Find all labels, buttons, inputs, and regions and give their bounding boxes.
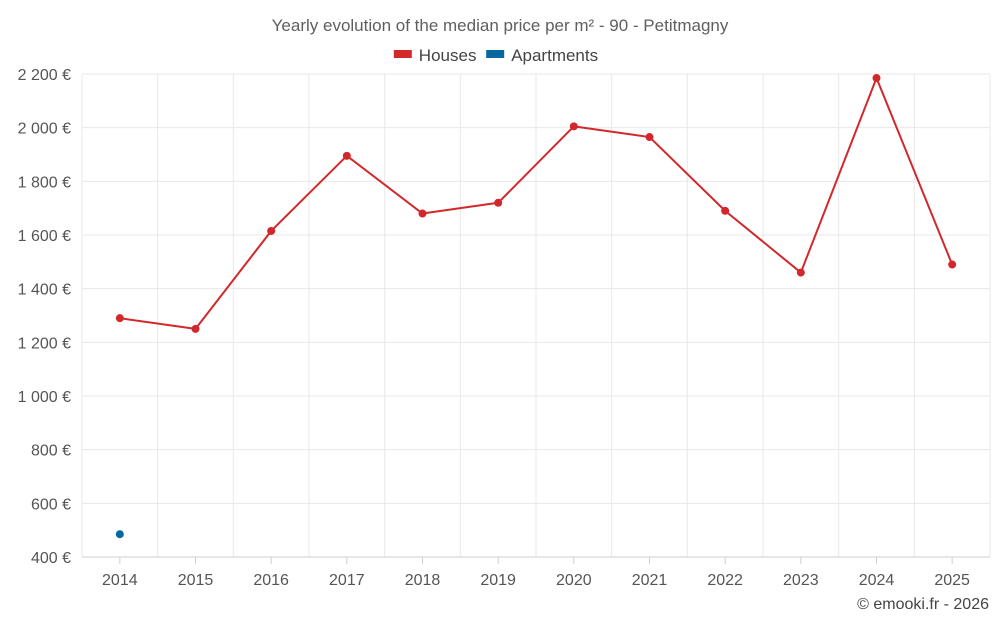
data-point[interactable] — [115, 530, 124, 539]
data-point[interactable] — [494, 198, 503, 207]
series — [115, 74, 957, 539]
data-point[interactable] — [796, 268, 805, 277]
y-tick-label: 800 € — [31, 443, 71, 460]
legend-label: Houses — [419, 46, 477, 65]
grid — [81, 73, 991, 557]
y-tick-label: 1 800 € — [18, 174, 71, 191]
y-tick-label: 2 000 € — [18, 121, 71, 138]
legend-swatch — [393, 50, 412, 58]
x-tick-label: 2022 — [707, 572, 743, 589]
y-tick-label: 1 400 € — [18, 282, 71, 299]
data-point[interactable] — [191, 324, 200, 333]
data-point[interactable] — [115, 314, 124, 323]
y-tick-label: 400 € — [31, 550, 71, 567]
y-tick-label: 2 200 € — [18, 67, 71, 84]
data-point[interactable] — [418, 209, 427, 218]
credit-text: © emooki.fr - 2026 — [857, 596, 989, 613]
x-tick-label: 2020 — [556, 572, 592, 589]
legend-item-houses[interactable]: Houses — [393, 46, 477, 65]
data-point[interactable] — [342, 151, 351, 160]
data-point[interactable] — [721, 206, 730, 215]
legend: Houses Apartments — [393, 46, 598, 65]
series-line — [119, 77, 954, 330]
chart-title: Yearly evolution of the median price per… — [272, 16, 729, 35]
x-tick-label: 2016 — [253, 572, 289, 589]
legend-item-apartments[interactable]: Apartments — [486, 46, 598, 65]
x-tick-label: 2014 — [102, 572, 138, 589]
x-tick-label: 2017 — [329, 572, 365, 589]
data-point[interactable] — [872, 74, 881, 83]
x-tick-label: 2025 — [934, 572, 970, 589]
series-apartments — [115, 530, 124, 539]
series-houses — [115, 74, 957, 333]
y-tick-label: 600 € — [31, 496, 71, 513]
x-tick-label: 2015 — [178, 572, 214, 589]
data-point[interactable] — [645, 133, 654, 142]
data-point[interactable] — [267, 226, 276, 235]
y-tick-label: 1 200 € — [18, 335, 71, 352]
axes: 400 € 600 € 800 € 1 000 € 1 200 € 1 400 € 1 60… — [18, 67, 990, 589]
x-tick-label: 2018 — [405, 572, 441, 589]
y-tick-label: 1 000 € — [18, 389, 71, 406]
data-point[interactable] — [948, 260, 957, 269]
x-tick-label: 2021 — [632, 572, 668, 589]
x-tick-label: 2019 — [480, 572, 516, 589]
y-tick-label: 1 600 € — [18, 228, 71, 245]
legend-label: Apartments — [511, 46, 598, 65]
x-tick-label: 2023 — [783, 572, 819, 589]
x-tick-label: 2024 — [859, 572, 895, 589]
data-point[interactable] — [569, 122, 578, 131]
legend-swatch — [486, 50, 505, 58]
